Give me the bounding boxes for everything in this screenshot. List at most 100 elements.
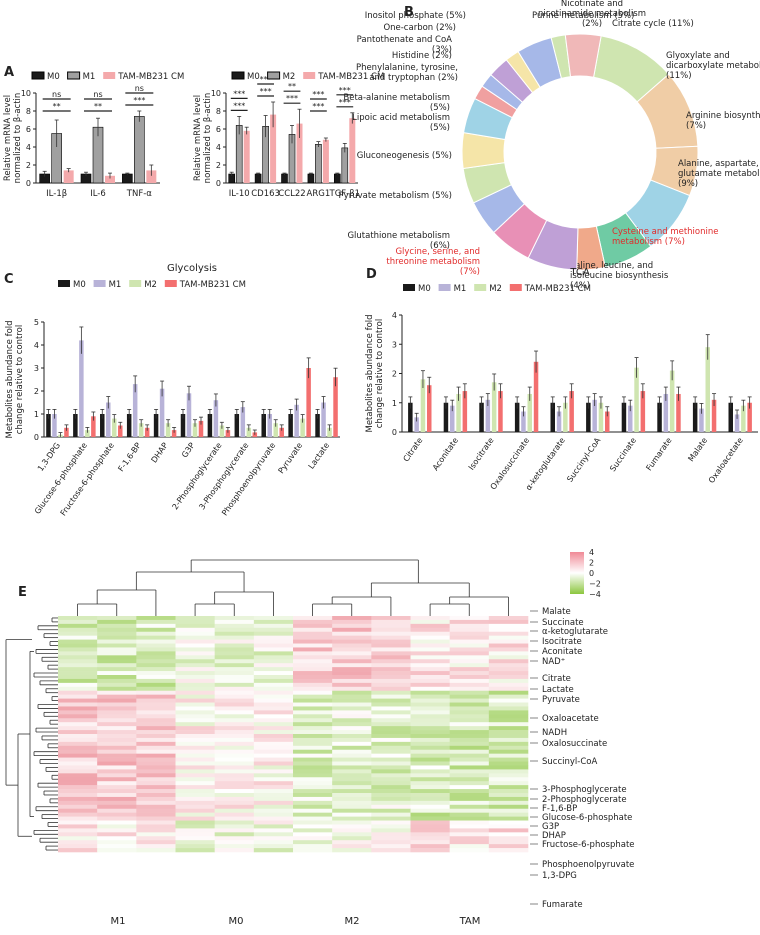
- heatmap-cell: [97, 769, 137, 774]
- heatmap-cell: [410, 781, 450, 786]
- heatmap-cell: [253, 734, 294, 739]
- heatmap-cell: [253, 816, 294, 821]
- heatmap-cell: [253, 678, 294, 684]
- heatmap-cell: [97, 741, 137, 747]
- bar-oxalosuccinate-m0: [514, 402, 520, 432]
- heatmap-cell: [214, 702, 255, 707]
- legend-swatch-m0: [231, 71, 245, 80]
- heatmap-cell: [58, 675, 98, 680]
- chart-title: Glycolysis: [167, 263, 217, 274]
- heatmap-cell: [410, 832, 450, 837]
- heatmap-cell: [58, 749, 98, 754]
- heatmap-cell: [253, 663, 294, 668]
- heatmap-cell: [449, 686, 490, 692]
- row-label-dhap: DHAP: [542, 831, 566, 841]
- bar-2-phosphoglycerate-m2: [219, 425, 225, 437]
- heatmap-cell: [410, 671, 450, 676]
- bar-aconitate-m0: [443, 402, 449, 432]
- heatmap-cell: [97, 745, 137, 751]
- heatmap-cell: [449, 749, 490, 754]
- heatmap-cell: [293, 749, 333, 754]
- heatmap-cell: [175, 749, 215, 754]
- heatmap-cell: [332, 761, 372, 766]
- legend-label-m2: M2: [144, 280, 157, 290]
- heatmap-cell: [449, 643, 490, 648]
- heatmap-cell: [253, 793, 294, 798]
- heatmap-cell: [371, 694, 411, 699]
- heatmap-cell: [175, 671, 215, 676]
- heatmap-cell: [371, 749, 411, 754]
- heatmap-cell: [293, 682, 333, 688]
- heatmap-cell: [332, 714, 372, 719]
- colorbar-tick-label: −4: [589, 590, 601, 599]
- heatmap-cell: [97, 816, 137, 821]
- heatmap-cell: [410, 655, 450, 660]
- legend-label-m2: M2: [489, 284, 502, 294]
- heatmap-cell: [136, 804, 176, 810]
- heatmap-cell: [175, 698, 215, 703]
- heatmap-cell: [175, 690, 215, 695]
- panel-label-e: E: [18, 585, 27, 600]
- heatmap-cell: [175, 686, 215, 692]
- heatmap-cell: [371, 627, 411, 633]
- heatmap-cell: [58, 714, 98, 719]
- heatmap-cell: [97, 765, 137, 770]
- heatmap-cell: [371, 804, 411, 810]
- x-tick-label: F-1,6-BP: [116, 441, 142, 473]
- heatmap-cell: [410, 718, 450, 723]
- legend-swatch-m0: [58, 280, 70, 287]
- panel-label-d: D: [366, 267, 377, 282]
- heatmap-cell: [97, 848, 137, 853]
- heatmap-cell: [175, 639, 215, 644]
- y-tick-label: 4: [216, 143, 221, 152]
- y-tick-label: 3: [34, 364, 39, 373]
- heatmap-cell: [293, 832, 333, 837]
- heatmap-cell: [136, 623, 176, 629]
- heatmap-cell: [293, 694, 333, 699]
- heatmap-cell: [371, 753, 411, 758]
- heatmap-cell: [371, 698, 411, 703]
- heatmap-cell: [58, 643, 98, 648]
- heatmap-cell: [371, 647, 411, 652]
- x-tick-label: CCL22: [278, 189, 305, 199]
- legend-label-m0: M0: [247, 72, 260, 82]
- heatmap-cell: [175, 812, 215, 817]
- heatmap-cell: [293, 623, 333, 629]
- heatmap-cell: [136, 682, 176, 688]
- donut-label-beta-alanine-metabolism-5: Beta-alanine metabolism (5%): [343, 93, 450, 113]
- colorbar: [570, 552, 584, 594]
- heatmap-cell: [253, 627, 294, 633]
- heatmap-cell: [449, 808, 490, 813]
- x-tick-label: Aconitate: [431, 436, 460, 472]
- heatmap-cell: [253, 836, 294, 841]
- y-tick-label: 3: [392, 340, 397, 349]
- heatmap-cell: [449, 828, 490, 833]
- heatmap-cell: [58, 718, 98, 723]
- heatmap-cell: [332, 781, 372, 786]
- bar-2-phosphoglycerate-tam-mb231-cm: [225, 430, 231, 437]
- heatmap-cell: [58, 796, 98, 802]
- heatmap-cell: [371, 836, 411, 841]
- heatmap-cell: [136, 710, 176, 715]
- heatmap-cell: [293, 690, 333, 695]
- heatmap-cell: [371, 718, 411, 723]
- heatmap-cell: [97, 800, 137, 806]
- heatmap-cell: [332, 718, 372, 723]
- heatmap-cell: [214, 840, 255, 845]
- heatmap-cell: [58, 800, 98, 806]
- heatmap-cell: [488, 631, 529, 636]
- y-tick-label: 1: [34, 410, 39, 419]
- heatmap-cell: [488, 655, 529, 660]
- heatmap-cell: [332, 745, 372, 751]
- heatmap-cell: [332, 836, 372, 841]
- heatmap-cell: [410, 789, 450, 794]
- heatmap-cell: [136, 796, 176, 802]
- heatmap-cell: [332, 667, 372, 672]
- heatmap-cell: [136, 824, 176, 829]
- row-label-fructose-6-phosphate: Fructose-6-phosphate: [542, 840, 635, 850]
- heatmap-cell: [97, 832, 137, 837]
- heatmap-cell: [175, 643, 215, 648]
- bar-fructose-6-phosphate-m0: [100, 414, 105, 437]
